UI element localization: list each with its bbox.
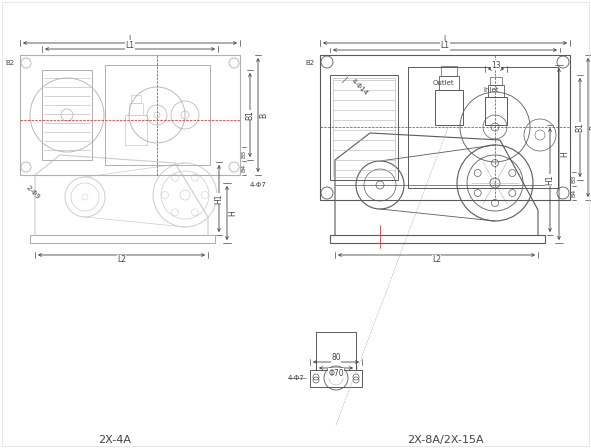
- Text: 2-Φ9: 2-Φ9: [25, 185, 41, 201]
- Text: 2X-4A: 2X-4A: [99, 435, 132, 445]
- Bar: [30, 235, 215, 243]
- Text: L2: L2: [432, 255, 441, 264]
- Bar: [435, 90, 463, 125]
- Bar: [20, 55, 240, 175]
- Text: B3: B3: [571, 175, 576, 183]
- Text: B1: B1: [576, 123, 584, 133]
- Bar: [330, 235, 545, 243]
- Text: B4: B4: [242, 164, 246, 172]
- Bar: [320, 55, 570, 200]
- Bar: [408, 67, 558, 188]
- Bar: [490, 77, 502, 85]
- Text: B2: B2: [6, 60, 15, 66]
- Text: 2X-8A/2X-15A: 2X-8A/2X-15A: [407, 435, 483, 445]
- Text: L2: L2: [117, 255, 126, 264]
- Text: L1: L1: [440, 42, 450, 51]
- Bar: [333, 78, 395, 177]
- Text: 4-Φ7: 4-Φ7: [288, 375, 305, 381]
- Text: H: H: [229, 210, 238, 216]
- Bar: [105, 65, 210, 165]
- Text: H1: H1: [545, 175, 554, 185]
- Text: B: B: [259, 112, 268, 117]
- Bar: [441, 66, 457, 76]
- Bar: [129, 103, 143, 115]
- Bar: [310, 370, 362, 387]
- Bar: [439, 76, 459, 90]
- Text: H1: H1: [215, 193, 223, 204]
- Text: 4-Φ7: 4-Φ7: [250, 182, 267, 188]
- Text: B3: B3: [242, 150, 246, 158]
- Text: L: L: [443, 34, 447, 43]
- Text: L: L: [128, 34, 132, 43]
- Text: B4: B4: [571, 189, 576, 197]
- Text: 4-Φ14: 4-Φ14: [350, 78, 369, 97]
- Text: B2: B2: [306, 60, 315, 66]
- Bar: [42, 70, 92, 160]
- Bar: [330, 75, 398, 180]
- Text: 80: 80: [331, 353, 341, 362]
- Text: Inlet: Inlet: [483, 87, 498, 93]
- Bar: [316, 332, 356, 370]
- Bar: [125, 115, 147, 145]
- Text: L1: L1: [125, 40, 135, 49]
- Bar: [131, 95, 141, 103]
- Text: B1: B1: [245, 110, 255, 120]
- Text: Outlet: Outlet: [433, 80, 454, 86]
- Text: B: B: [589, 125, 591, 130]
- Text: Φ70: Φ70: [328, 369, 344, 378]
- Text: 13: 13: [491, 60, 501, 69]
- Text: H: H: [560, 151, 570, 157]
- Bar: [488, 85, 504, 97]
- Bar: [485, 97, 507, 125]
